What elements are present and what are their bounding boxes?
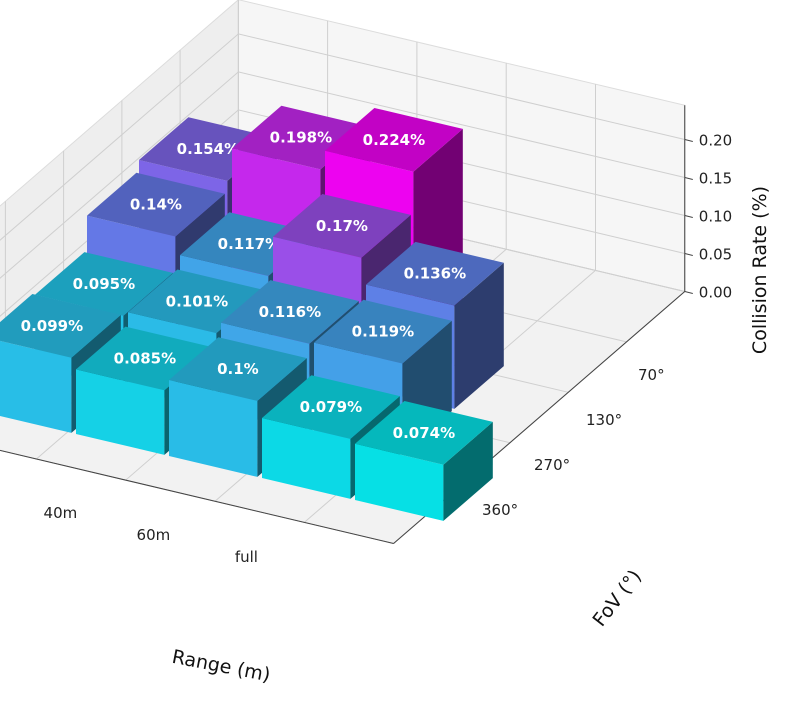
z-tick-mark bbox=[684, 215, 693, 218]
bar-value-label: 0.1% bbox=[217, 360, 259, 378]
bar-value-label: 0.079% bbox=[300, 398, 362, 416]
bar-front-face bbox=[0, 340, 72, 433]
x-axis-line bbox=[0, 449, 394, 544]
bar-extra: 0.074% bbox=[355, 401, 493, 521]
y-tick-label: 70° bbox=[638, 366, 665, 384]
z-tick-mark bbox=[684, 177, 693, 180]
bar-side-face bbox=[454, 262, 504, 409]
bar-top-face bbox=[262, 375, 400, 439]
y-axis-label: FoV (°) bbox=[589, 566, 647, 631]
z-tick-mark bbox=[684, 291, 693, 294]
bar-value-label: 0.119% bbox=[352, 323, 414, 341]
bar-value-label: 0.116% bbox=[259, 303, 321, 321]
y-tick-label: 130° bbox=[586, 411, 622, 429]
bar-value-label: 0.198% bbox=[270, 129, 332, 147]
bar-top-face bbox=[0, 294, 121, 358]
bar-front-face bbox=[169, 380, 258, 477]
bar-top-face bbox=[366, 241, 504, 306]
bar-top-face bbox=[221, 280, 359, 344]
x-tick-label: 60m bbox=[137, 526, 171, 544]
bar-front-face bbox=[355, 443, 444, 521]
z-tick-label: 0.20 bbox=[699, 132, 732, 150]
bar-top-face bbox=[87, 172, 225, 237]
y-tick-label: 270° bbox=[534, 456, 570, 474]
bar-top-face bbox=[273, 194, 411, 258]
z-tick-mark bbox=[684, 139, 693, 142]
bar-60m-360°: 0.1% bbox=[169, 337, 307, 477]
bar-top-face bbox=[355, 401, 493, 465]
z-tick-label: 0.15 bbox=[699, 170, 732, 188]
x-tick-label: 40m bbox=[44, 504, 78, 522]
bar-front-face bbox=[76, 369, 165, 455]
bar-value-label: 0.17% bbox=[316, 217, 368, 235]
bar-value-label: 0.224% bbox=[363, 131, 425, 149]
x-tick-label: full bbox=[235, 548, 258, 566]
x-axis-label: Range (m) bbox=[170, 646, 272, 687]
y-tick-label: 360° bbox=[482, 501, 518, 519]
bar-value-label: 0.136% bbox=[404, 265, 466, 283]
bar-value-label: 0.117% bbox=[218, 235, 280, 253]
bar-top-face bbox=[314, 299, 452, 364]
bar-value-label: 0.085% bbox=[114, 350, 176, 368]
bar-top-face bbox=[169, 337, 307, 401]
bar-front-face bbox=[262, 418, 351, 499]
bar-top-face bbox=[35, 252, 173, 316]
bar-value-label: 0.095% bbox=[73, 275, 135, 293]
z-tick-mark bbox=[684, 253, 693, 256]
z-axis-label: Collision Rate (%) bbox=[749, 186, 771, 354]
bar-side-face bbox=[443, 421, 493, 521]
bar-value-label: 0.101% bbox=[166, 292, 228, 310]
bar-value-label: 0.099% bbox=[21, 317, 83, 335]
z-tick-label: 0.10 bbox=[699, 208, 732, 226]
z-tick-label: 0.05 bbox=[699, 246, 732, 264]
tick-labels: 20m40m60mfull70°130°270°360°0.000.050.10… bbox=[44, 132, 733, 567]
bar-value-label: 0.074% bbox=[393, 424, 455, 442]
bars-group: 0.154% 0.198% 0.224% 0.14% 0.117% 0.17% 0.136%… bbox=[0, 105, 504, 521]
bar-value-label: 0.14% bbox=[130, 196, 182, 214]
bar-value-label: 0.154% bbox=[177, 140, 239, 158]
bar-top-face bbox=[325, 108, 463, 172]
z-tick-label: 0.00 bbox=[699, 284, 732, 302]
